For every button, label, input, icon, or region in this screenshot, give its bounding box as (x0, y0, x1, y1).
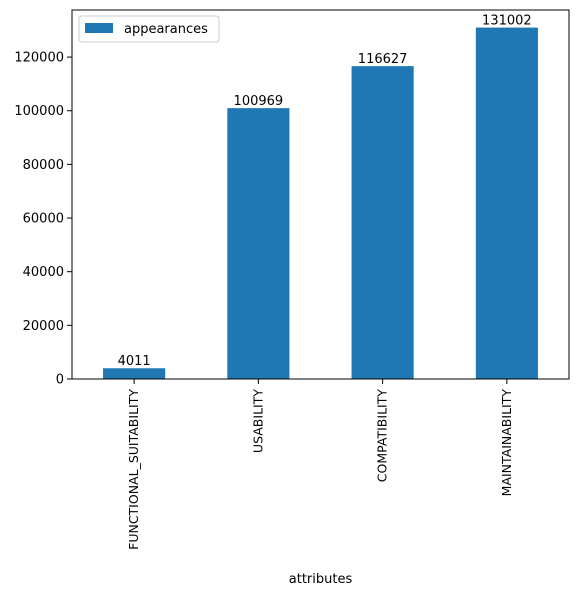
plot-frame (71, 9, 570, 380)
x-axis: FUNCTIONAL_SUITABILITY USABILITY COMPATIBI… (126, 379, 514, 550)
bar (475, 27, 538, 380)
bar-labels-group: 4011 100969 116627 131002 (118, 14, 532, 370)
x-tick-label: COMPATIBILITY (375, 389, 390, 483)
legend-box (78, 15, 220, 43)
bar-value-label: 100969 (234, 94, 284, 109)
x-tick-label: USABILITY (250, 389, 265, 453)
bar-value-label: 131002 (482, 14, 532, 29)
y-tick-label: 100000 (14, 104, 64, 119)
legend-label: appearances (124, 22, 208, 37)
bar (227, 108, 290, 379)
y-tick-label: 120000 (14, 51, 64, 66)
legend-swatch (85, 23, 113, 33)
bar-value-label: 116627 (358, 52, 408, 67)
y-tick-label: 60000 (23, 212, 64, 227)
legend: appearances (78, 15, 220, 43)
bar-value-label: 4011 (118, 354, 151, 369)
y-tick-label: 20000 (23, 319, 64, 334)
y-tick-label: 40000 (23, 265, 64, 280)
x-tick-label: FUNCTIONAL_SUITABILITY (126, 389, 141, 550)
y-tick-label: 0 (56, 373, 64, 388)
y-tick-label: 80000 (23, 158, 64, 173)
x-axis-label: attributes (289, 572, 353, 587)
bar (351, 66, 414, 380)
bar (103, 368, 166, 379)
y-axis: 0 20000 40000 60000 80000 100000 120000 (14, 51, 72, 388)
bars-group (103, 27, 538, 380)
x-tick-label: MAINTAINABILITY (499, 389, 514, 497)
